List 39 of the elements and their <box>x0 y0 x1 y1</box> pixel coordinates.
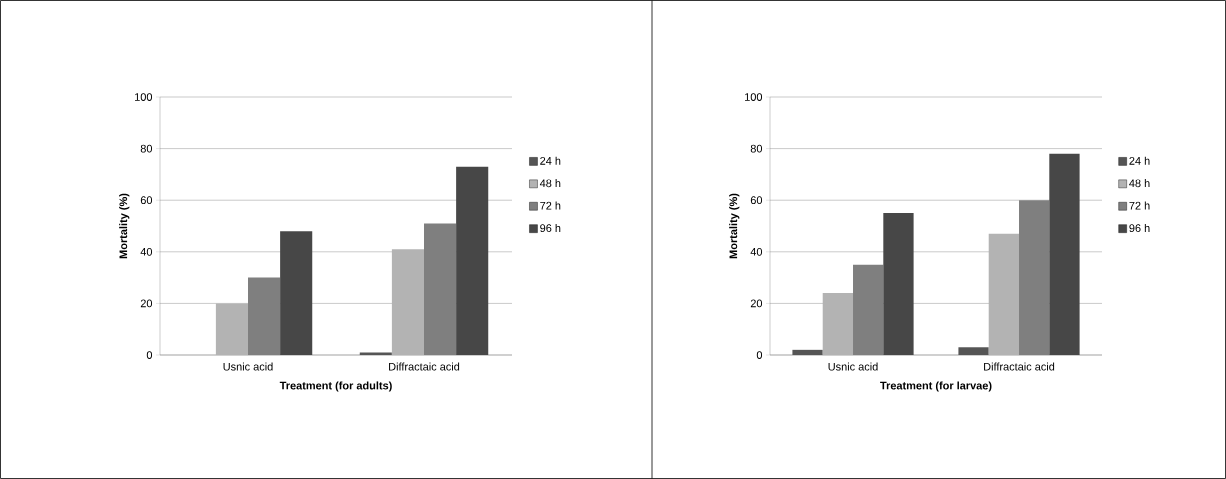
bar <box>359 352 392 355</box>
bar <box>822 293 854 355</box>
y-tick-label: 100 <box>745 93 763 101</box>
legend-label: 96 h <box>1129 223 1150 233</box>
x-tick-label: Usnic acid <box>223 362 273 371</box>
bar <box>988 233 1020 355</box>
y-tick-label: 20 <box>140 299 153 308</box>
legend-label: 72 h <box>540 201 561 210</box>
legend-label: 96 h <box>540 223 561 233</box>
legend-label: 24 h <box>540 156 561 165</box>
bar <box>215 303 248 355</box>
bar <box>1049 153 1080 355</box>
x-tick-label: Usnic acid <box>828 362 878 371</box>
y-tick-label: 100 <box>135 93 153 101</box>
x-axis-title: Treatment (for adults) <box>279 381 392 392</box>
legend-label: 72 h <box>1129 201 1150 210</box>
y-tick-label: 60 <box>140 196 153 205</box>
legend-label: 48 h <box>1129 179 1150 188</box>
bar <box>391 249 424 355</box>
legend-label: 24 h <box>1129 156 1150 165</box>
y-tick-label: 0 <box>756 351 763 359</box>
y-tick-label: 80 <box>140 144 153 153</box>
bar <box>792 349 823 355</box>
y-tick-label: 20 <box>750 299 763 308</box>
y-tick-label: 0 <box>146 351 153 359</box>
y-axis-title: Mortality (%) <box>729 193 740 259</box>
bar <box>883 213 914 355</box>
y-axis-title: Mortality (%) <box>119 193 130 259</box>
x-tick-label: Diffractaic acid <box>389 362 460 371</box>
y-tick-label: 80 <box>750 144 763 153</box>
bar <box>280 231 313 355</box>
y-tick-label: 40 <box>140 247 153 256</box>
bar <box>958 347 989 355</box>
legend-label: 48 h <box>539 179 561 188</box>
y-tick-label: 60 <box>750 196 763 205</box>
x-axis-title: Treatment (for larvae) <box>880 381 992 392</box>
bar <box>456 166 489 355</box>
x-tick-label: Diffractaic acid <box>984 362 1055 371</box>
y-tick-label: 40 <box>750 247 763 256</box>
